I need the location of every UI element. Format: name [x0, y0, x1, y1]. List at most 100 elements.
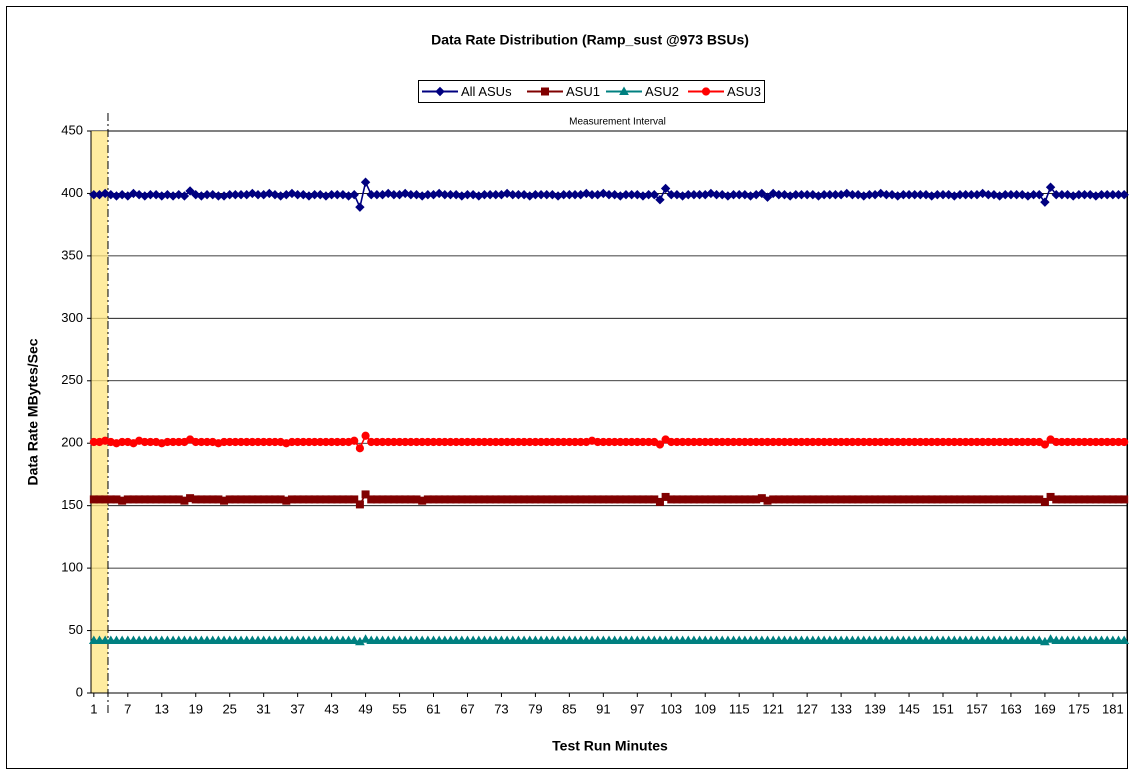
marker: [202, 635, 212, 645]
marker: [672, 635, 682, 645]
marker: [570, 635, 580, 645]
marker: [435, 86, 445, 97]
marker: [762, 635, 773, 645]
marker: [275, 635, 286, 645]
marker: [134, 635, 144, 645]
x-tick-label: 97: [630, 701, 644, 716]
legend-box: [418, 80, 765, 103]
marker: [383, 635, 394, 645]
x-tick-label: 103: [660, 701, 682, 716]
marker: [219, 635, 229, 645]
marker: [88, 635, 99, 645]
marker: [247, 635, 258, 645]
marker: [757, 188, 767, 199]
x-tick-label: 31: [256, 701, 270, 716]
marker: [439, 635, 450, 645]
marker: [887, 635, 897, 645]
marker: [694, 635, 705, 645]
marker: [864, 635, 875, 645]
x-tick-label: 157: [966, 701, 988, 716]
marker: [701, 87, 711, 96]
marker: [162, 635, 173, 645]
marker: [660, 635, 671, 645]
x-tick-label: 55: [392, 701, 406, 716]
marker: [502, 635, 512, 645]
marker: [898, 635, 909, 645]
marker: [790, 635, 801, 645]
y-tick-label: 100: [61, 560, 83, 575]
x-tick-label: 91: [596, 701, 610, 716]
marker: [1068, 635, 1079, 645]
marker: [932, 635, 943, 645]
marker: [196, 635, 207, 645]
marker: [349, 189, 359, 200]
marker: [649, 635, 660, 645]
marker: [836, 635, 846, 645]
marker: [321, 635, 331, 645]
marker: [1040, 440, 1050, 449]
marker: [355, 444, 365, 453]
marker: [655, 497, 664, 506]
marker: [1079, 635, 1090, 645]
marker: [960, 635, 971, 645]
measurement-interval-label: Measurement Interval: [569, 117, 666, 128]
marker: [417, 635, 428, 645]
marker: [813, 635, 824, 645]
marker: [468, 635, 478, 645]
marker: [1074, 635, 1084, 645]
chart-title: Data Rate Distribution (Ramp_sust @973 B…: [431, 32, 749, 48]
marker: [638, 635, 648, 645]
y-tick-label: 200: [61, 435, 83, 450]
marker: [230, 635, 241, 645]
marker: [553, 635, 563, 645]
marker: [287, 635, 297, 645]
marker: [717, 635, 728, 645]
marker: [643, 635, 654, 645]
marker: [350, 495, 359, 504]
x-tick-label: 67: [460, 701, 474, 716]
ramp-shading: [91, 131, 108, 693]
marker: [213, 635, 224, 645]
marker: [830, 635, 841, 645]
marker: [541, 87, 549, 96]
marker: [989, 635, 999, 645]
marker: [926, 635, 937, 645]
marker: [1034, 635, 1045, 645]
marker: [411, 635, 422, 645]
marker: [366, 635, 377, 645]
marker: [977, 635, 988, 645]
x-tick-label: 121: [762, 701, 784, 716]
marker: [309, 635, 320, 645]
marker: [802, 635, 813, 645]
y-tick-label: 0: [76, 684, 83, 699]
marker: [592, 635, 603, 645]
marker: [536, 635, 546, 645]
x-tick-label: 127: [796, 701, 818, 716]
x-tick-label: 139: [864, 701, 886, 716]
marker: [547, 635, 558, 645]
marker: [434, 635, 445, 645]
marker: [785, 635, 796, 645]
marker: [1090, 635, 1101, 645]
x-tick-label: 25: [222, 701, 236, 716]
marker: [338, 635, 348, 645]
marker: [626, 635, 637, 645]
marker: [609, 635, 620, 645]
marker: [994, 635, 1005, 645]
legend-label: All ASUs: [461, 84, 512, 99]
marker: [847, 635, 858, 645]
marker: [445, 635, 456, 645]
marker: [655, 194, 665, 205]
marker: [558, 635, 569, 645]
marker: [768, 635, 779, 645]
x-tick-label: 49: [358, 701, 372, 716]
y-tick-label: 150: [61, 497, 83, 512]
marker: [909, 635, 920, 645]
marker: [621, 635, 631, 645]
marker: [1120, 495, 1129, 504]
x-tick-label: 181: [1102, 701, 1124, 716]
marker: [117, 635, 127, 645]
marker: [111, 635, 122, 645]
marker: [360, 634, 371, 643]
marker: [666, 635, 677, 645]
